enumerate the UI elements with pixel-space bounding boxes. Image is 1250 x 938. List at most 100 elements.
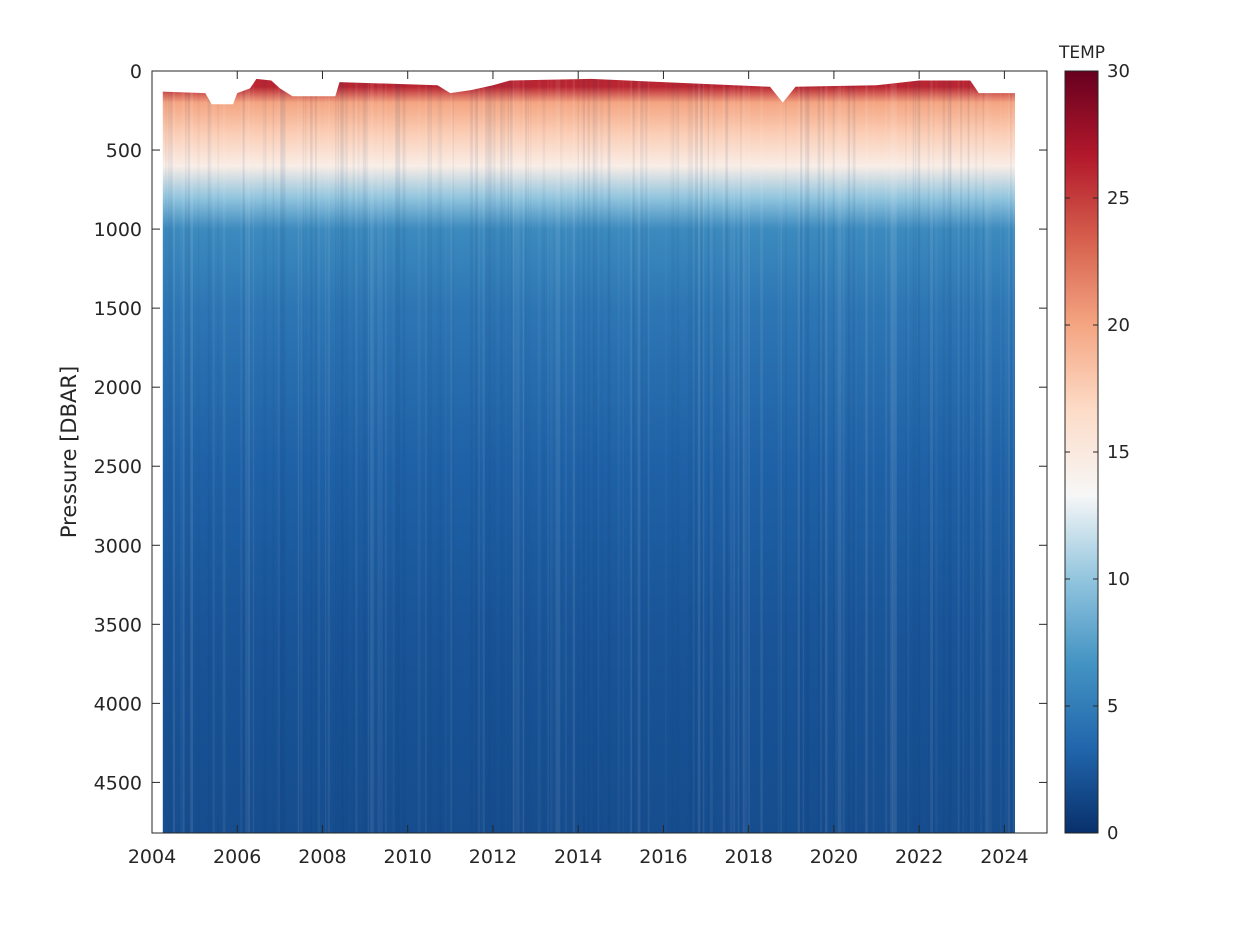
heatmap-striation bbox=[637, 78, 641, 833]
heatmap-striation bbox=[207, 78, 210, 833]
heatmap-striation bbox=[315, 78, 317, 833]
heatmap-striation bbox=[643, 71, 644, 833]
heatmap-striation bbox=[492, 78, 496, 833]
heatmap-striation bbox=[930, 78, 933, 833]
heatmap-striation bbox=[692, 78, 695, 833]
colorbar bbox=[1064, 70, 1099, 834]
heatmap-striation bbox=[800, 78, 803, 833]
heatmap-striation bbox=[632, 78, 635, 833]
heatmap-striation bbox=[905, 78, 907, 833]
heatmap-striation bbox=[960, 78, 963, 833]
x-tick-label: 2010 bbox=[384, 846, 432, 868]
heatmap-striation bbox=[675, 71, 678, 833]
heatmap-striation bbox=[345, 78, 348, 833]
heatmap-striation bbox=[525, 78, 527, 833]
heatmap-striation bbox=[485, 78, 488, 833]
heatmap-striation bbox=[470, 78, 473, 833]
heatmap-striation bbox=[245, 78, 248, 833]
x-axis-ticks: 2004 2006 2008 2010 2012 2014 2016 2018 2020 2022… bbox=[128, 71, 1029, 868]
x-tick-label: 2024 bbox=[980, 846, 1028, 868]
heatmap-striation bbox=[393, 71, 395, 833]
heatmap-striation bbox=[555, 78, 559, 833]
heatmap-striation bbox=[598, 71, 599, 833]
heatmap-striation bbox=[395, 78, 398, 833]
heatmap-striation bbox=[915, 78, 917, 833]
heatmap-striation bbox=[352, 78, 355, 833]
heatmap-striation bbox=[690, 78, 693, 833]
heatmap-striation bbox=[778, 71, 780, 833]
heatmap-striation bbox=[865, 78, 868, 833]
heatmap-striation bbox=[185, 78, 187, 833]
heatmap-striation bbox=[855, 78, 857, 833]
heatmap-striation bbox=[700, 78, 703, 833]
heatmap-striation bbox=[933, 71, 934, 833]
heatmap-striation bbox=[277, 78, 280, 833]
heatmap-striation bbox=[170, 78, 173, 833]
heatmap-striation bbox=[647, 78, 650, 833]
heatmap-striation bbox=[263, 71, 266, 833]
heatmap-striation bbox=[975, 78, 978, 833]
heatmap-striation bbox=[780, 78, 782, 833]
heatmap-striation bbox=[380, 78, 383, 833]
heatmap-striation bbox=[835, 71, 837, 833]
heatmap-striation bbox=[272, 78, 275, 833]
colorbar-ticks: 0 5 10 15 20 25 30 bbox=[1065, 61, 1130, 844]
heatmap-striation bbox=[842, 78, 845, 833]
heatmap-striation bbox=[907, 78, 910, 833]
heatmap-striation bbox=[990, 71, 992, 833]
colorbar-tick-label: 30 bbox=[1107, 61, 1130, 82]
colorbar-title: TEMP bbox=[1058, 43, 1105, 63]
heatmap-striation bbox=[517, 78, 520, 833]
x-tick-label: 2014 bbox=[554, 846, 602, 868]
heatmap-striation bbox=[1007, 78, 1011, 833]
heatmap-striation bbox=[710, 78, 713, 833]
heatmap-striation bbox=[962, 78, 964, 833]
heatmap-striation bbox=[437, 78, 441, 833]
heatmap-striation bbox=[832, 78, 835, 833]
heatmap-striation bbox=[217, 78, 219, 833]
heatmap-striation bbox=[425, 78, 427, 833]
heatmap-striation bbox=[607, 78, 611, 833]
heatmap-striation bbox=[370, 78, 373, 833]
heatmap-striation bbox=[440, 71, 442, 833]
heatmap-striation bbox=[917, 78, 921, 833]
heatmap-striation bbox=[970, 78, 972, 833]
heatmap-striation bbox=[530, 71, 531, 833]
colorbar-tick-label: 20 bbox=[1107, 315, 1130, 336]
heatmap-striation bbox=[342, 78, 345, 833]
colorbar-tick-label: 10 bbox=[1107, 569, 1130, 590]
y-tick-label: 0 bbox=[130, 61, 142, 83]
heatmap-striation bbox=[760, 78, 763, 833]
heatmap-striation bbox=[197, 78, 200, 833]
heatmap-striation bbox=[247, 78, 251, 833]
x-tick-label: 2012 bbox=[469, 846, 517, 868]
heatmap-striation bbox=[927, 78, 930, 833]
heatmap-striation bbox=[452, 78, 454, 833]
heatmap-striation bbox=[252, 78, 255, 833]
heatmap-striation bbox=[725, 78, 728, 833]
heatmap-striation bbox=[337, 78, 339, 833]
heatmap-striation bbox=[445, 71, 446, 833]
heatmap-striation bbox=[475, 78, 479, 833]
heatmap-striation bbox=[182, 78, 185, 833]
heatmap-striation bbox=[165, 78, 167, 833]
heatmap-striation bbox=[702, 78, 705, 833]
heatmap-striation bbox=[450, 78, 453, 833]
heatmap-striation bbox=[985, 78, 988, 833]
heatmap-striation bbox=[957, 78, 960, 833]
heatmap-striation bbox=[825, 78, 828, 833]
heatmap-striation bbox=[365, 78, 368, 833]
y-axis-label: Pressure [DBAR] bbox=[57, 366, 81, 538]
heatmap-striation bbox=[595, 78, 598, 833]
heatmap-striation bbox=[482, 78, 485, 833]
heatmap-striation bbox=[310, 78, 313, 833]
heatmap-striation bbox=[722, 78, 726, 833]
heatmap-striation bbox=[297, 78, 300, 833]
y-tick-label: 2500 bbox=[94, 456, 142, 478]
heatmap-striation bbox=[687, 78, 691, 833]
heatmap-striation bbox=[490, 78, 493, 833]
heatmap-striation bbox=[280, 78, 283, 833]
heatmap-striation bbox=[942, 78, 946, 833]
x-tick-label: 2016 bbox=[639, 846, 687, 868]
